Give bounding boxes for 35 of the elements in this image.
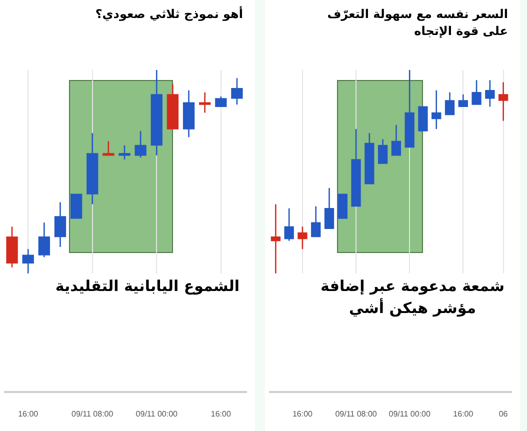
- candlestick: [38, 222, 50, 258]
- candlestick: [498, 82, 508, 122]
- candlestick: [22, 248, 34, 274]
- x-tick-label: 09/11 00:00: [136, 409, 178, 418]
- candlestick: [134, 130, 146, 158]
- candlestick: [432, 90, 442, 130]
- candlestick: [324, 187, 334, 230]
- candlestick: [472, 80, 482, 106]
- candlestick: [298, 226, 308, 250]
- x-tick-label: 16:00: [210, 409, 232, 418]
- chart-title: السعر نفسه مع سهولة التعرّف على قوة الإتجاه: [326, 6, 508, 40]
- x-tick-label: 09/11 08:00: [335, 409, 378, 418]
- candlestick: [311, 206, 321, 238]
- candlestick: [444, 92, 455, 116]
- candlestick: [270, 204, 281, 274]
- x-tick-label: 16:00: [18, 409, 39, 418]
- chart-title: أهو نموذج ثلاثي صعودي؟: [94, 6, 243, 23]
- text: شمعة مدعومة عبر إضافة مؤشر هيكن أشي: [320, 276, 505, 319]
- candlestick: [458, 94, 468, 108]
- x-tick-label: 06: [498, 409, 508, 418]
- candlestick: [54, 202, 66, 248]
- candlestick: [215, 96, 227, 108]
- candlestick: [231, 77, 243, 106]
- candlestick: [391, 124, 402, 156]
- x-tick-label: 09/11 00:00: [388, 409, 431, 418]
- text: الشموع اليابانية التقليدية: [55, 276, 240, 297]
- x-tick-label: 16:00: [453, 409, 474, 418]
- candlestick: [199, 92, 211, 114]
- candlestick: [118, 144, 130, 160]
- x-tick-label: 16:00: [292, 409, 314, 418]
- candlestick: [378, 138, 388, 164]
- x-tick-label: 09/11 08:00: [72, 409, 114, 418]
- candlestick: [284, 208, 294, 242]
- candlestick: [102, 140, 114, 156]
- candlestick: [485, 80, 495, 108]
